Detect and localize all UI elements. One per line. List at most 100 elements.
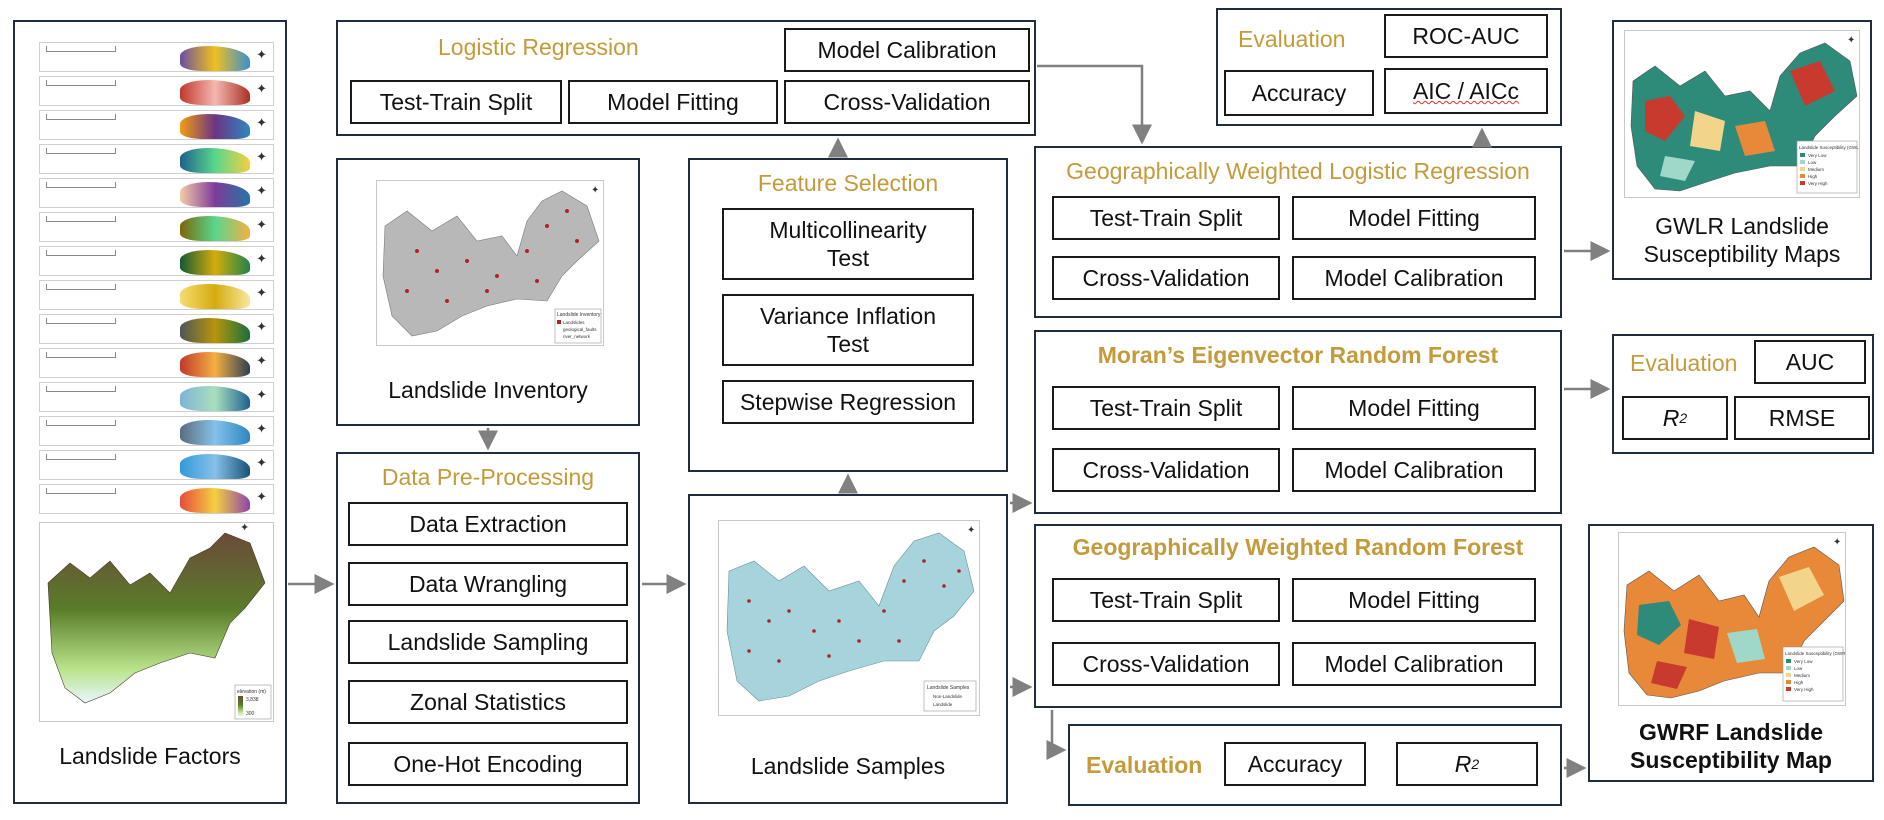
gwlr-legend-swatch-4 [1800, 181, 1805, 185]
factor-map-13: ✦ [39, 484, 274, 514]
north-arrow-icon: ✦ [256, 217, 267, 232]
elevation-map: ✦ elevation (m) 3,838 300 [39, 522, 274, 722]
landslide-samples-panel: ✦ Landslide Samples Non-Landslide Landsl… [688, 494, 1008, 804]
gwrf-legend-swatch-2 [1786, 673, 1791, 677]
north-arrow-icon: ✦ [256, 489, 267, 504]
inventory-legend-item-0: Landslides [563, 320, 585, 325]
scale-bar [46, 216, 116, 222]
gwrf-legend-swatch-1 [1786, 666, 1791, 670]
feature-selection-title: Feature Selection [757, 170, 939, 196]
logistic-regression-panel: Logistic Regression Model Calibration Te… [336, 20, 1036, 136]
evaluation-top-title: Evaluation [1238, 26, 1346, 52]
multicollinearity-test: Multicollinearity Test [722, 208, 974, 280]
gwlr-legend-label-0: Very Low [1808, 153, 1827, 158]
factor-map-9: ✦ [39, 348, 274, 378]
lr-cross-validation: Cross-Validation [784, 80, 1030, 124]
inventory-map: ✦ Landslide Inventory Landslides geologi… [376, 180, 604, 346]
data-preprocessing-title: Data Pre-Processing [381, 464, 595, 490]
north-arrow-icon: ✦ [256, 115, 267, 130]
scale-bar [46, 148, 116, 154]
gwlr-title: Geographically Weighted Logistic Regress… [1066, 158, 1530, 184]
samples-legend-title: Landslide Samples [927, 685, 970, 691]
scale-bar [46, 488, 116, 494]
samples-legend-item-1: Landslide [933, 702, 953, 707]
factor-raster-thumbnail [180, 386, 250, 411]
north-arrow-icon: ✦ [256, 421, 267, 436]
gwlr-test-train-split: Test-Train Split [1052, 196, 1280, 240]
gwrf-legend-swatch-0 [1786, 659, 1791, 663]
factor-raster-thumbnail [180, 284, 250, 309]
merf-model-calibration: Model Calibration [1292, 448, 1536, 492]
r2-mid-exp: 2 [1679, 410, 1688, 426]
factor-raster-thumbnail [180, 488, 250, 513]
factor-map-3: ✦ [39, 144, 274, 174]
samples-map-graphic: ✦ Landslide Samples Non-Landslide Landsl… [726, 525, 977, 712]
aic-aicc: AIC / AICc [1384, 68, 1548, 114]
evaluation-mid-title: Evaluation [1630, 350, 1738, 376]
factor-map-8: ✦ [39, 314, 274, 344]
svg-text:✦: ✦ [1833, 537, 1841, 548]
gwrf-test-train-split: Test-Train Split [1052, 578, 1280, 622]
factor-map-6: ✦ [39, 246, 274, 276]
data-preprocessing-panel: Data Pre-Processing Data Extraction Data… [336, 452, 640, 804]
north-arrow-icon: ✦ [256, 149, 267, 164]
factor-raster-thumbnail [180, 80, 250, 105]
inventory-legend-item-1: geological_faults [563, 327, 597, 332]
gwlr-legend-swatch-0 [1800, 153, 1805, 157]
gwrf-panel: Geographically Weighted Random Forest Te… [1034, 524, 1562, 708]
north-arrow-icon: ✦ [256, 81, 267, 96]
scale-bar [46, 114, 116, 120]
merf-title: Moran’s Eigenvector Random Forest [1097, 342, 1499, 368]
accuracy-top: Accuracy [1224, 70, 1374, 116]
north-arrow-icon: ✦ [256, 387, 267, 402]
gwlr-susceptibility-map: ✦ Landslide Susceptibility (GWLR) Very L… [1624, 30, 1860, 198]
gwlr-model-fitting: Model Fitting [1292, 196, 1536, 240]
feature-selection-panel: Feature Selection Multicollinearity Test… [688, 158, 1008, 472]
factor-raster-thumbnail [180, 182, 250, 207]
gwrf-map-graphic: ✦ Landslide Susceptibility (GWRF) Very L… [1623, 537, 1845, 702]
r2-bottom-base: R [1454, 751, 1472, 777]
scale-bar [46, 352, 116, 358]
r2-bottom-exp: 2 [1471, 756, 1480, 772]
landslide-factors-label: Landslide Factors [59, 743, 241, 769]
gwlr-legend-swatch-2 [1800, 167, 1805, 171]
gwrf-model-fitting: Model Fitting [1292, 578, 1536, 622]
gwrf-legend-swatch-4 [1786, 687, 1791, 691]
merf-cross-validation: Cross-Validation [1052, 448, 1280, 492]
elevation-map-graphic: ✦ elevation (m) 3,838 300 [47, 523, 272, 720]
gwlr-map-label: GWLR Landslide Susceptibility Maps [1643, 213, 1841, 267]
gwlr-panel: Geographically Weighted Logistic Regress… [1034, 146, 1562, 318]
gwrf-legend-label-0: Very Low [1794, 659, 1813, 664]
scale-bar [46, 454, 116, 460]
gwrf-legend-label-4: Very High [1794, 687, 1814, 692]
gwlr-legend-label-2: Medium [1808, 167, 1824, 172]
elevation-legend-low: 300 [246, 711, 255, 717]
gwrf-model-calibration: Model Calibration [1292, 642, 1536, 686]
gwrf-legend-label-1: Low [1794, 666, 1803, 671]
gwlr-map-panel: ✦ Landslide Susceptibility (GWLR) Very L… [1612, 20, 1872, 280]
factor-raster-thumbnail [180, 352, 250, 377]
evaluation-top-panel: Evaluation ROC-AUC Accuracy AIC / AICc [1216, 8, 1562, 126]
gwrf-map-panel: ✦ Landslide Susceptibility (GWRF) Very L… [1588, 524, 1874, 782]
north-arrow-icon: ✦ [256, 455, 267, 470]
factor-map-2: ✦ [39, 110, 274, 140]
gwlr-legend-swatch-1 [1800, 160, 1805, 164]
merf-test-train-split: Test-Train Split [1052, 386, 1280, 430]
lr-model-calibration: Model Calibration [784, 28, 1030, 72]
merf-panel: Moran’s Eigenvector Random Forest Test-T… [1034, 330, 1562, 514]
landslide-inventory-panel: ✦ Landslide Inventory Landslides geologi… [336, 158, 640, 426]
auc: AUC [1754, 340, 1866, 384]
preprocessing-step-0: Data Extraction [348, 502, 628, 546]
gwlr-legend-label-3: High [1808, 174, 1818, 179]
gwrf-cross-validation: Cross-Validation [1052, 642, 1280, 686]
lr-model-fitting: Model Fitting [568, 80, 778, 124]
gwrf-susceptibility-map: ✦ Landslide Susceptibility (GWRF) Very L… [1618, 532, 1846, 706]
factor-raster-thumbnail [180, 216, 250, 241]
inventory-map-graphic: ✦ Landslide Inventory Landslides geologi… [382, 185, 602, 344]
factor-map-10: ✦ [39, 382, 274, 412]
gwlr-cross-validation: Cross-Validation [1052, 256, 1280, 300]
scale-bar [46, 182, 116, 188]
